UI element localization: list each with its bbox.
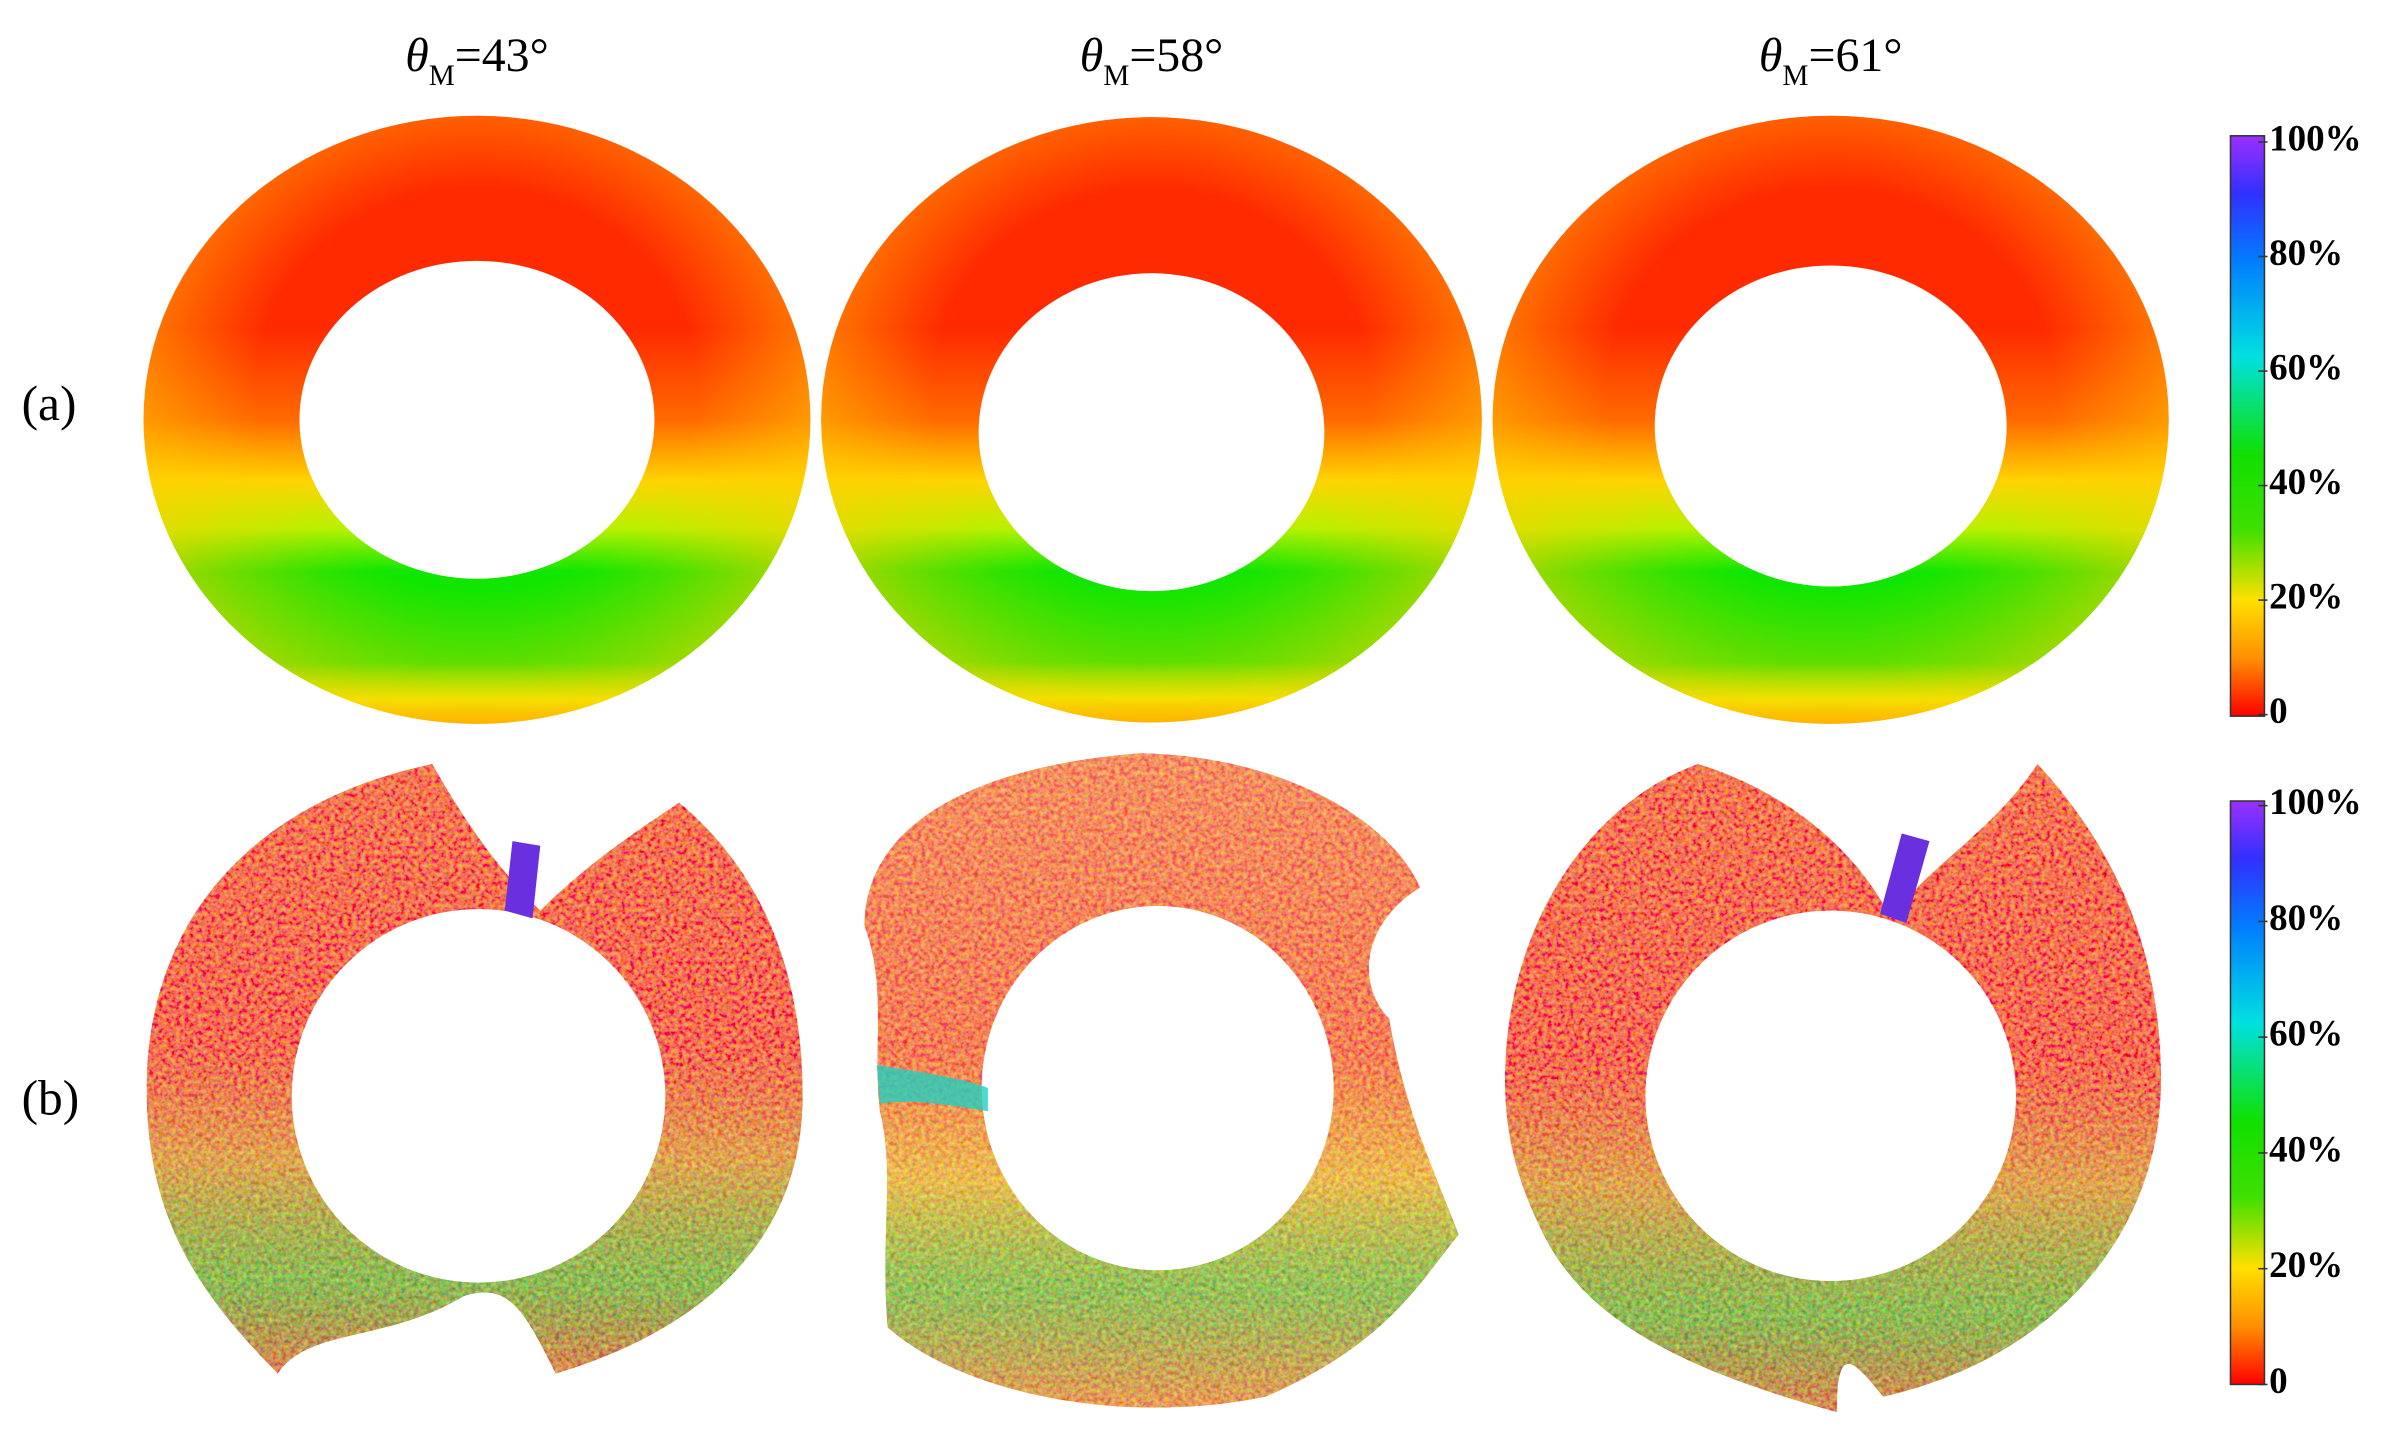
torus-shade [143,115,811,724]
theta: θ [405,29,429,82]
title-text: =43° [455,29,549,82]
purple-band [1880,833,1930,923]
colorbar-tick-label: 0 [2269,691,2288,732]
subscript: M [1103,60,1129,92]
colorbar-tick-label: 20% [2269,1245,2343,1286]
torus-row [143,115,2169,724]
column-title: θM=61° [1759,29,1903,92]
row-label: (b) [22,1070,80,1125]
colorbar [2229,135,2266,717]
title-text: =61° [1809,29,1903,82]
column-title: θM=43° [405,29,549,92]
subscript: M [429,60,455,92]
colorbar-tick-label: 60% [2269,1014,2343,1055]
cyan-band [876,1064,988,1112]
measured-row [146,753,2162,1413]
colorbar-tick-label: 100% [2269,118,2362,159]
row-label: (a) [22,376,77,431]
torus-shade [821,117,1482,723]
colorbar-tick-label: 40% [2269,1129,2343,1170]
purple-band [504,841,541,919]
title-text: =58° [1129,29,1223,82]
subscript: M [1782,60,1808,92]
theta: θ [1759,29,1783,82]
colorbar-tick-label: 40% [2269,462,2343,503]
theta: θ [1080,29,1104,82]
colorbar-tick-label: 80% [2269,233,2343,274]
column-title: θM=58° [1080,29,1224,92]
colorbar-tick-label: 0 [2269,1361,2288,1402]
colorbar [2229,800,2266,1386]
measured-ring [1505,763,2162,1413]
measured-ring [146,763,803,1374]
colorbar-tick-label: 20% [2269,577,2343,618]
colorbar-tick-label: 80% [2269,898,2343,939]
torus-shade [1492,115,2169,724]
colorbar-tick-label: 100% [2269,782,2362,823]
colorbar-tick-label: 60% [2269,348,2343,389]
measured-ring [864,753,1459,1408]
